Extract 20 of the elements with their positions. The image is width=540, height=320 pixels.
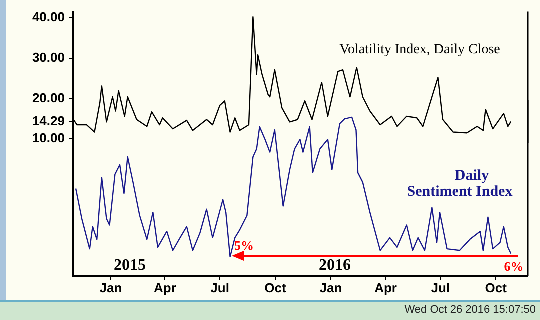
y-tick-label: 14.29 [32, 113, 65, 128]
y-tick-label: 30.00 [32, 50, 65, 65]
x-tick-label: Oct [485, 280, 508, 296]
x-tick-label: Apr [154, 280, 176, 296]
x-tick-label: Jan [320, 280, 342, 296]
y-tick-label: 40.00 [32, 9, 65, 24]
annotation: 2015 [114, 257, 146, 274]
x-tick-label: Oct [264, 280, 287, 296]
text: Wed Oct 26 2016 15:07:50 [404, 304, 536, 316]
y-tick-label: 20.00 [32, 90, 65, 106]
annotation: 2016 [319, 257, 351, 274]
x-tick-label: Jan [100, 280, 122, 296]
y-tick-label: 10.00 [32, 130, 65, 146]
x-tick-label: Apr [374, 280, 397, 296]
series-label: Volatility Index, Daily Close [340, 42, 500, 58]
x-tick-label: Jul [431, 280, 450, 296]
series-label: Daily Sentiment Index [407, 168, 514, 200]
annotation: 5% [234, 238, 254, 253]
annotation: 6% [504, 258, 524, 274]
x-tick-label: Jul [210, 280, 230, 296]
